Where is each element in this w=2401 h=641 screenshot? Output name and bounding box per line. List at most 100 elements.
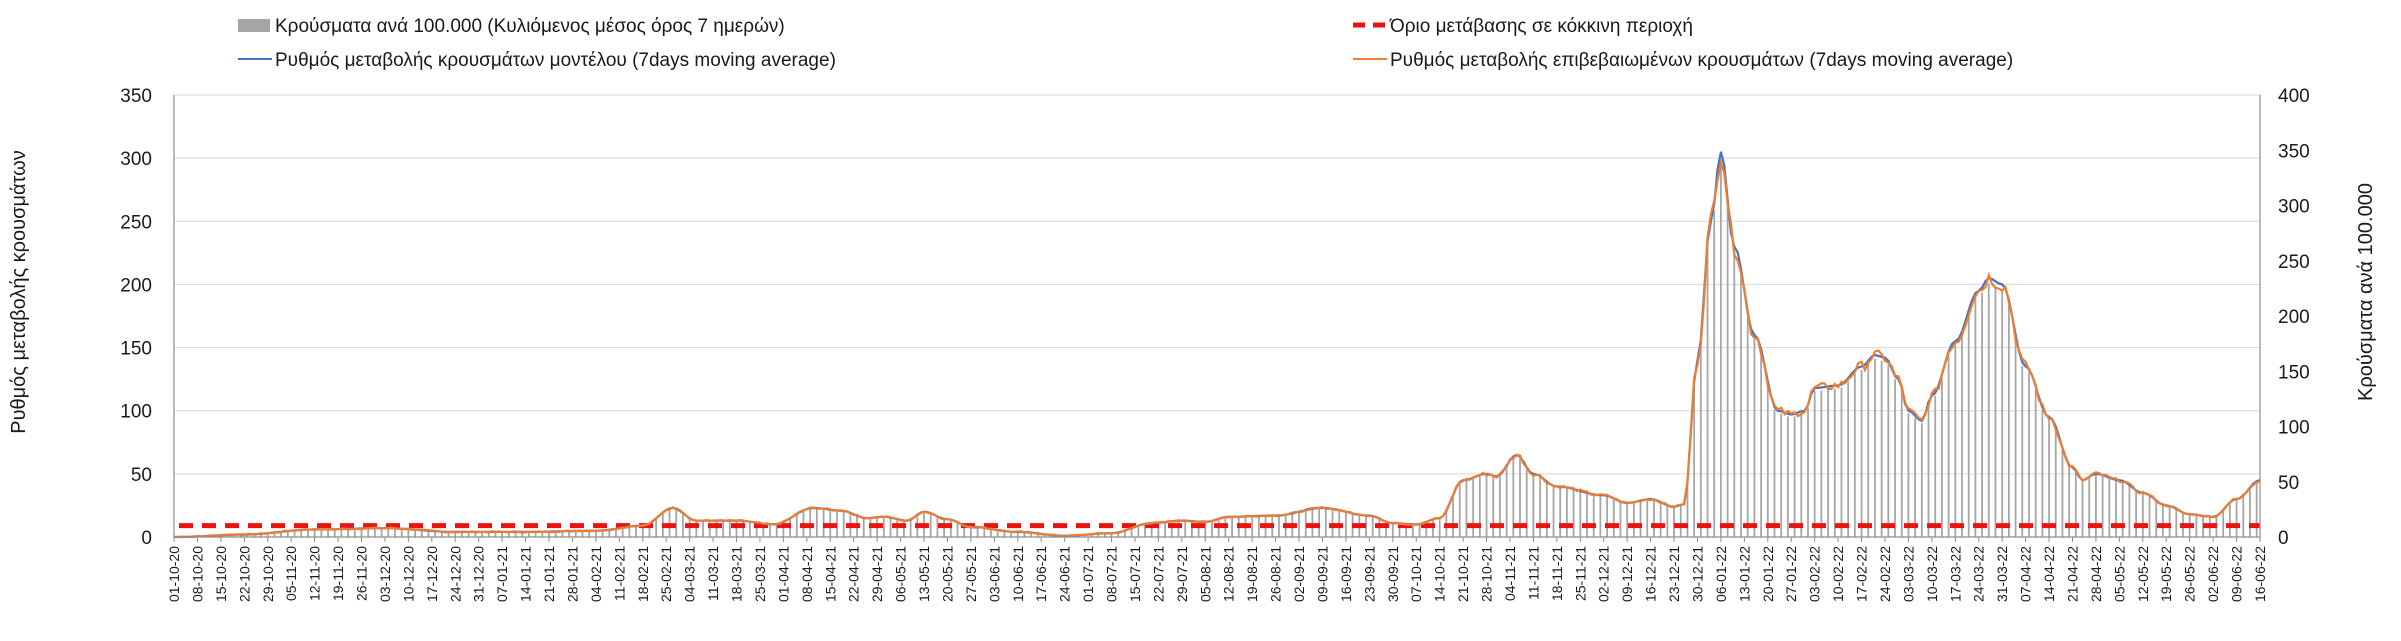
x-tick-label: 18-03-21	[729, 546, 745, 602]
x-tick-label: 11-03-21	[705, 546, 721, 601]
bar	[809, 508, 812, 537]
y-right-tick-label: 0	[2278, 528, 2289, 549]
bar	[601, 530, 604, 537]
bar	[983, 528, 986, 537]
bar	[360, 528, 363, 537]
bar	[2108, 478, 2111, 537]
bar	[407, 529, 410, 537]
bar	[1981, 292, 1983, 537]
bar	[313, 529, 316, 537]
bar	[454, 532, 457, 537]
bar	[286, 531, 289, 537]
x-tick-label: 18-11-21	[1549, 546, 1565, 601]
bar	[340, 529, 343, 537]
bar	[1505, 467, 1508, 537]
bar	[1686, 484, 1689, 537]
bar	[1023, 532, 1026, 537]
bar	[2034, 389, 2037, 537]
bar	[1733, 252, 1736, 538]
bar	[2128, 486, 2131, 537]
x-tick-label: 28-01-21	[564, 546, 580, 602]
bar	[1124, 530, 1126, 537]
bar	[1740, 274, 1742, 537]
bar	[896, 519, 899, 537]
bar	[615, 528, 617, 537]
bar	[233, 534, 236, 537]
bar	[1170, 521, 1173, 537]
bar	[1612, 499, 1615, 537]
bar	[621, 527, 624, 537]
x-tick-label: 31-12-20	[471, 546, 487, 602]
bar	[1371, 516, 1374, 537]
x-tick-label: 28-04-22	[2088, 546, 2104, 602]
bar	[976, 527, 979, 537]
bar	[1492, 476, 1495, 537]
bar	[1766, 384, 1769, 537]
y-right-ticks: 0 50 100 150 200 250 300 350 400	[2278, 86, 2310, 549]
bar	[1867, 364, 1870, 537]
x-tick-label: 22-04-21	[846, 546, 862, 602]
y-left-tick-label: 0	[141, 528, 152, 549]
bar	[1833, 388, 1836, 537]
legend-confirmed-label: Ρυθμός μεταβολής επιβεβαιωμένων κρουσμάτ…	[1390, 50, 2013, 71]
bar	[1117, 532, 1120, 537]
bar	[949, 520, 952, 537]
bar	[2048, 419, 2050, 537]
bar	[1411, 524, 1414, 537]
y-right-tick-label: 350	[2278, 141, 2310, 162]
x-tick-label: 07-10-21	[1408, 546, 1424, 602]
bar	[273, 532, 276, 537]
bar	[608, 529, 611, 537]
x-tick-label: 17-06-21	[1033, 546, 1049, 602]
bar	[2061, 449, 2064, 537]
bar	[815, 508, 818, 537]
bar	[2115, 481, 2117, 537]
bar	[1646, 500, 1649, 537]
bar	[2014, 338, 2017, 537]
bar	[762, 523, 765, 537]
bar	[1525, 468, 1528, 537]
bar	[708, 520, 711, 537]
x-tick-label: 15-04-21	[822, 546, 838, 602]
legend: Κρούσματα ανά 100.000 (Κυλιόμενος μέσος …	[238, 16, 2013, 71]
bar	[969, 527, 972, 537]
bar	[1987, 283, 1990, 537]
bar	[1720, 159, 1722, 538]
bar	[996, 530, 999, 537]
x-tick-label: 03-03-22	[1900, 546, 1916, 602]
bar	[628, 526, 631, 537]
bar	[594, 530, 597, 537]
bar	[1197, 521, 1200, 537]
y-left-tick-label: 100	[120, 402, 152, 423]
y-left-tick-label: 300	[120, 149, 152, 170]
bar	[1030, 532, 1033, 537]
bar	[782, 522, 785, 537]
confirmed-line	[173, 158, 2261, 539]
bar	[1639, 501, 1642, 537]
bar	[1150, 523, 1153, 537]
x-tick-label: 27-05-21	[963, 546, 979, 602]
x-tick-label: 29-07-21	[1174, 546, 1190, 602]
bar	[775, 524, 778, 537]
bar	[1545, 482, 1548, 537]
bar	[1706, 247, 1709, 537]
bar	[1512, 457, 1515, 537]
bar	[1659, 502, 1662, 537]
bar	[320, 529, 323, 537]
bar	[1184, 520, 1187, 537]
x-tick-label: 10-12-20	[400, 546, 416, 602]
bar	[1626, 503, 1629, 537]
x-tick-label: 30-09-21	[1385, 546, 1401, 602]
bar	[2074, 472, 2077, 537]
bar	[534, 531, 537, 537]
bar	[668, 509, 671, 537]
bar	[548, 531, 550, 537]
bar	[2088, 478, 2091, 537]
x-tick-label: 21-10-21	[1455, 546, 1471, 602]
bar	[882, 517, 885, 537]
bar	[1586, 493, 1588, 537]
y-left-tick-label: 50	[131, 465, 152, 486]
bar	[1967, 314, 1970, 537]
y-right-tick-label: 150	[2278, 362, 2310, 383]
x-tick-label: 14-01-21	[518, 546, 534, 602]
